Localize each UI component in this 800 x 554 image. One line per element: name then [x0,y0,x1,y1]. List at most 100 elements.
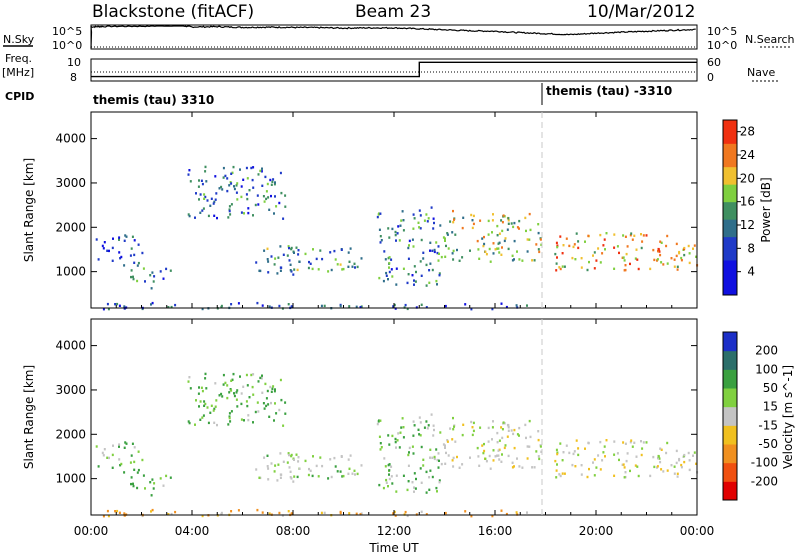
heatmap-cell [123,264,126,267]
heatmap-cell [124,234,127,237]
heatmap-cell [515,304,518,307]
heatmap-cell [492,459,495,462]
heatmap-cell [240,418,243,421]
heatmap-cell [341,475,344,478]
heatmap-cell [198,386,200,389]
heatmap-cell [525,436,527,440]
heatmap-cell [605,232,608,235]
heatmap-cell [259,376,262,380]
heatmap-cell [483,442,485,446]
heatmap-cell [452,456,455,460]
heatmap-cell [252,214,254,217]
heatmap-cell [336,470,339,473]
heatmap-cell [151,508,154,512]
heatmap-cell [137,261,140,265]
heatmap-cell [393,510,396,514]
heatmap-cell [118,304,121,307]
heatmap-cell [501,453,503,456]
heatmap-cell [239,375,241,378]
heatmap-cell [137,468,140,472]
heatmap-cell [286,254,289,257]
heatmap-cell [130,482,132,486]
heatmap-cell [471,426,474,429]
heatmap-cell [540,450,543,453]
heatmap-cell [676,268,679,271]
heatmap-cell [659,240,662,243]
power-colorbar-segment [723,190,737,197]
heatmap-cell [356,265,359,269]
heatmap-cell [390,268,393,271]
heatmap-cell [388,266,390,269]
power-colorbar-segment [723,225,737,232]
heatmap-cell [504,237,507,240]
heatmap-cell [657,248,660,251]
heatmap-cell [195,399,197,402]
heatmap-cell [599,233,602,237]
freq-axis-top: 10 [67,56,81,69]
heatmap-cell [631,238,634,241]
heatmap-cell [118,443,121,446]
heatmap-cell [413,424,416,427]
heatmap-cell [394,233,397,237]
heatmap-cell [288,453,290,457]
heatmap-cell [236,198,239,201]
heatmap-cell [340,248,343,251]
heatmap-cell [593,267,596,270]
heatmap-cell [312,248,314,251]
heatmap-cell [222,176,225,179]
heatmap-cell [482,244,485,248]
heatmap-cell [501,436,504,440]
heatmap-cell [555,469,558,472]
heatmap-cell [634,464,637,467]
heatmap-cell [106,249,109,252]
heatmap-cell [359,306,362,309]
heatmap-cell [336,263,339,266]
heatmap-cell [132,482,134,485]
heatmap-cell [203,400,206,403]
heatmap-cell [680,466,683,469]
heatmap-cell [165,474,168,478]
heatmap-cell [289,269,292,272]
heatmap-cell [559,442,562,445]
heatmap-cell [274,388,276,391]
heatmap-cell [449,427,452,430]
heatmap-cell [268,512,271,515]
heatmap-cell [603,238,606,241]
heatmap-cell [194,423,196,426]
heatmap-cell [507,429,510,432]
heatmap-cell [289,476,292,479]
heatmap-cell [247,418,250,422]
heatmap-cell [279,378,282,382]
heatmap-cell [136,279,139,283]
heatmap-cell [425,306,428,309]
heatmap-cell [152,487,155,490]
heatmap-cell [498,232,501,235]
heatmap-cell [537,248,540,251]
heatmap-cell [133,468,136,471]
heatmap-cell [524,423,527,427]
heatmap-cell [526,445,529,448]
heatmap-cell [477,455,480,458]
heatmap-cell [229,181,232,184]
heatmap-cell [188,376,191,379]
heatmap-cell [577,447,580,450]
heatmap-cell [492,420,494,423]
heatmap-cell [491,231,493,234]
heatmap-cell [385,481,388,484]
heatmap-cell [394,307,397,310]
heatmap-cell [580,257,583,260]
heatmap-cell [252,421,254,424]
power-colorbar-segment [723,283,737,290]
heatmap-cell [559,267,562,271]
heatmap-cell [584,240,586,243]
heatmap-cell [433,250,436,254]
heatmap-cell [660,241,663,244]
heatmap-cell [439,431,442,434]
heatmap-cell [402,229,405,232]
heatmap-cell [635,455,638,458]
heatmap-cell [378,276,381,280]
heatmap-cell [500,302,503,305]
heatmap-cell [222,383,225,386]
heatmap-cell [413,486,415,489]
heatmap-cell [498,448,501,451]
